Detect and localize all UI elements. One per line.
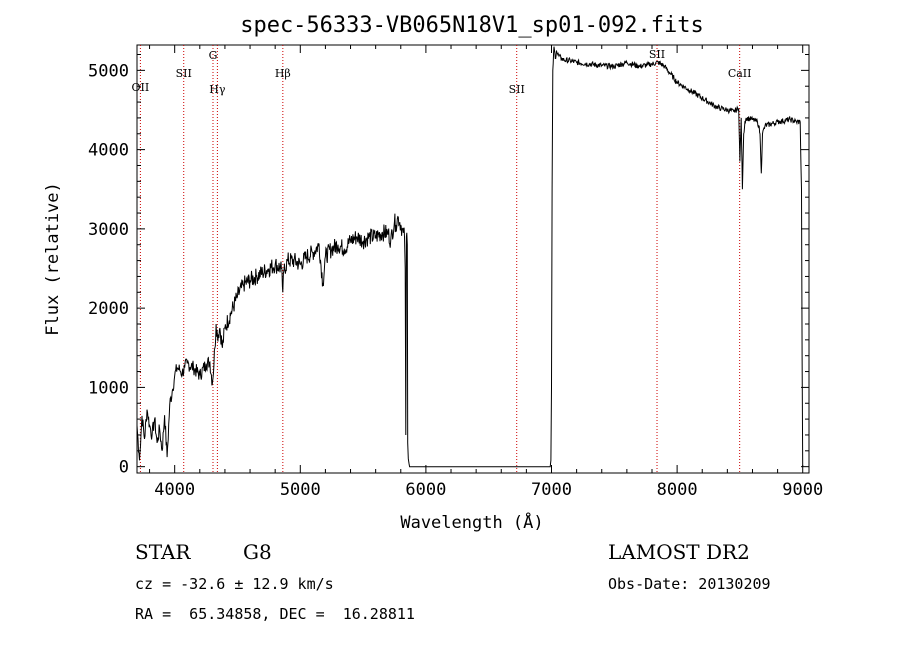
y-tick-label: 1000 (88, 378, 129, 398)
x-tick-label: 8000 (657, 480, 698, 500)
x-tick-label: 6000 (405, 480, 446, 500)
object-subclass-label: G8 (243, 540, 272, 564)
emission-line-markers: OII SII G Hγ Hβ SII SII CaII (132, 45, 752, 473)
marker-label: SII (176, 67, 192, 80)
marker-label: Hγ (209, 83, 226, 96)
obs-date-text: Obs-Date: 20130209 (608, 575, 771, 593)
marker-label: SII (649, 48, 665, 61)
marker-label: OII (132, 81, 150, 94)
y-tick-label: 0 (119, 458, 129, 478)
x-tick-label: 9000 (782, 480, 823, 500)
marker-label: CaII (728, 67, 752, 80)
chart-title: spec-56333-VB065N18V1_sp01-092.fits (240, 13, 704, 38)
plot-frame (136, 44, 810, 474)
coordinates-text: RA = 65.34858, DEC = 16.28811 (135, 605, 415, 623)
marker-label: G (209, 49, 218, 62)
y-axis-label: Flux (relative) (43, 182, 63, 336)
y-tick-label: 5000 (88, 61, 129, 81)
spectrum-line (136, 46, 804, 468)
marker-label: Hβ (275, 67, 291, 80)
marker-label: SII (509, 83, 525, 96)
y-tick-label: 3000 (88, 220, 129, 240)
x-axis-label: Wavelength (Å) (400, 511, 543, 533)
x-tick-label: 7000 (531, 480, 572, 500)
y-axis: 0 1000 2000 3000 4000 5000 (88, 54, 809, 478)
x-tick-label: 4000 (154, 480, 195, 500)
redshift-text: cz = -32.6 ± 12.9 km/s (135, 575, 334, 593)
survey-label: LAMOST DR2 (608, 540, 750, 564)
y-tick-label: 2000 (88, 299, 129, 319)
x-tick-label: 5000 (280, 480, 321, 500)
x-axis: 4000 5000 6000 7000 8000 9000 (149, 45, 823, 500)
object-class-label: STAR (135, 540, 191, 564)
y-tick-label: 4000 (88, 141, 129, 161)
